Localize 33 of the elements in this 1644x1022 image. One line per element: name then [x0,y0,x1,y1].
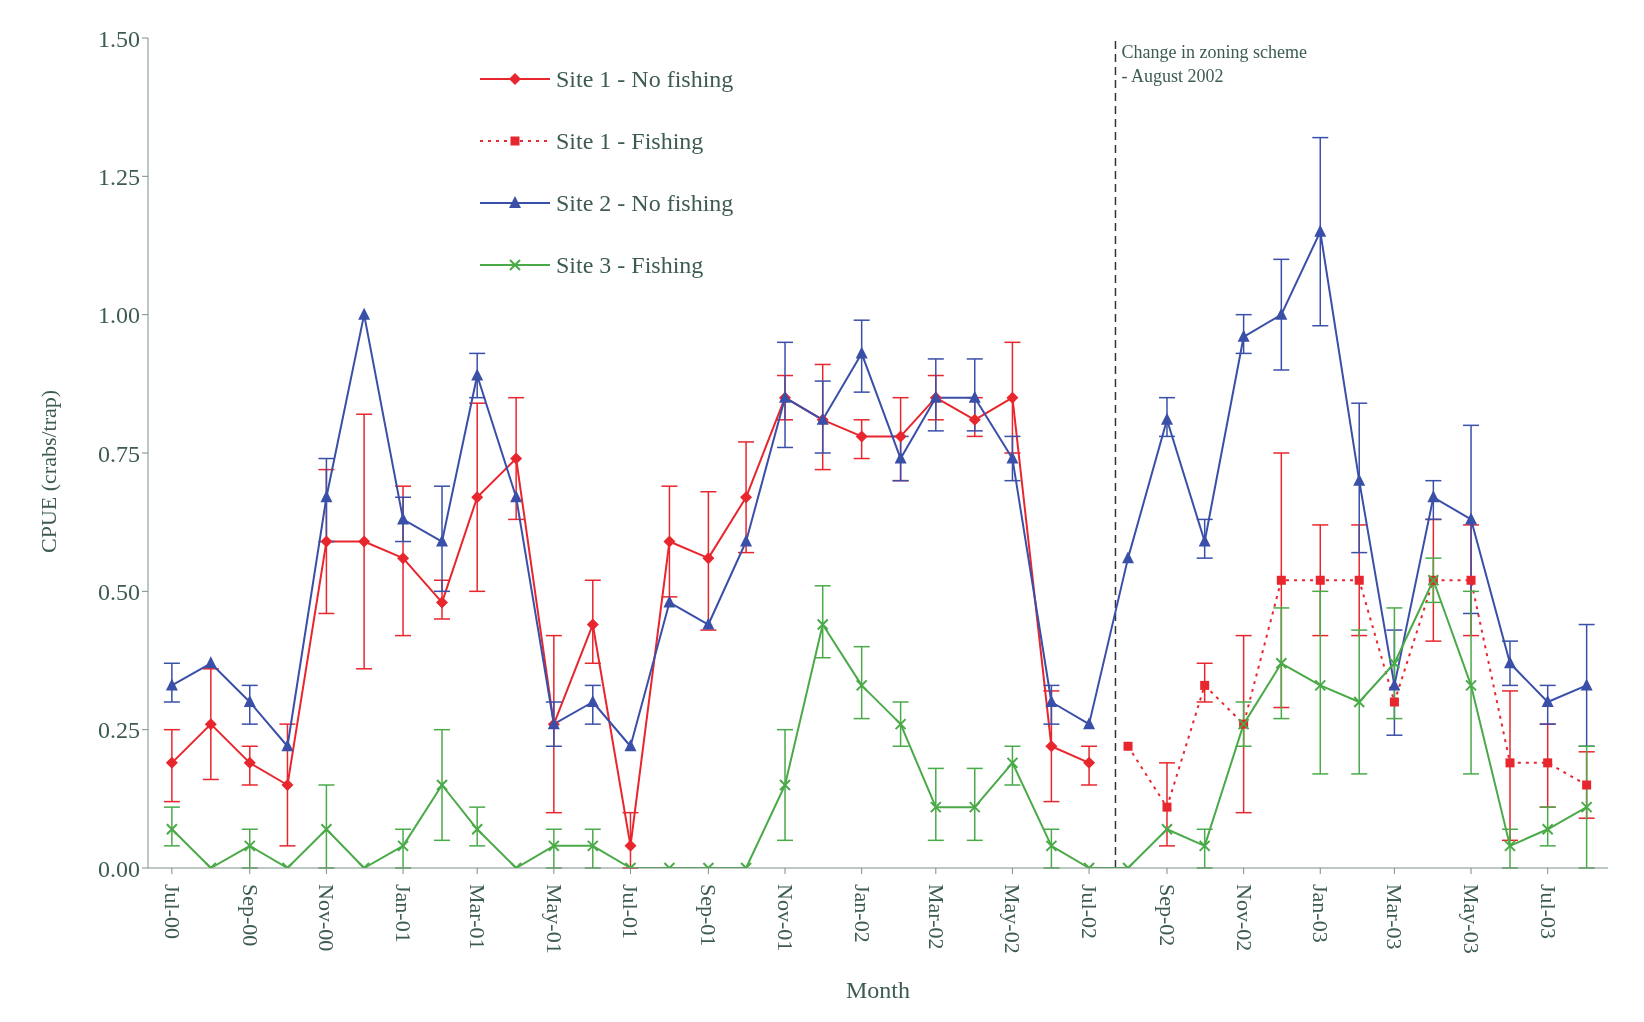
x-tick-label: Jul-01 [618,884,644,939]
x-tick-label: Mar-03 [1382,884,1408,950]
x-tick-label: May-03 [1459,884,1485,954]
x-tick-label: Mar-02 [923,884,949,950]
x-tick-label: Nov-00 [314,884,340,952]
x-axis-title: Month [845,977,911,1003]
y-axis-title: CPUE (crabs/trap) [35,389,61,553]
legend-label: Site 1 - No fishing [556,65,734,93]
ref-line-label: Change in zoning scheme - August 2002 [1121,42,1307,86]
legend-label: Site 1 - Fishing [556,127,704,155]
legend-label: Site 3 - Fishing [556,251,704,279]
y-tick-label: 1.00 [98,302,140,329]
x-tick-label: Nov-01 [773,884,799,952]
x-tick-label: Jan-01 [391,884,417,943]
x-tick-label: Jul-03 [1535,884,1561,939]
x-tick-label: Nov-02 [1231,884,1257,952]
y-tick-label: 1.50 [98,25,140,52]
y-tick-label: 0.50 [98,578,140,605]
x-tick-label: Sep-00 [237,884,263,947]
legend-label: Site 2 - No fishing [556,189,734,217]
x-tick-label: May-02 [1000,884,1026,954]
x-tick-label: Jul-00 [159,884,185,939]
x-tick-label: Mar-01 [465,884,491,950]
x-tick-label: Jan-02 [849,884,875,943]
y-tick-label: 0.75 [98,440,140,467]
x-tick-label: Sep-02 [1154,884,1180,947]
x-tick-label: Sep-01 [696,884,722,947]
x-tick-label: Jul-02 [1077,884,1103,939]
y-tick-label: 0.25 [98,717,140,744]
y-tick-label: 0.00 [98,855,140,882]
x-tick-label: May-01 [541,884,567,954]
y-tick-label: 1.25 [98,163,140,190]
x-tick-label: Jan-03 [1308,884,1334,943]
